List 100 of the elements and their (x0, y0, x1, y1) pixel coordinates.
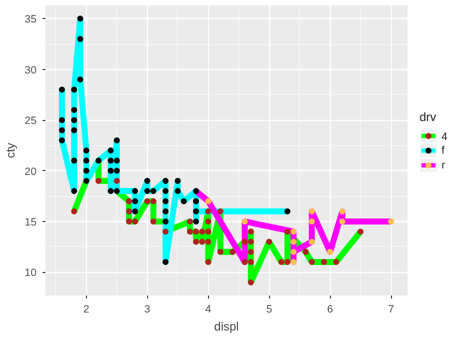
y-tick-label: 15 (24, 216, 37, 228)
point (230, 248, 236, 255)
y-tick-label: 30 (24, 64, 37, 76)
point (162, 178, 169, 184)
point (217, 208, 224, 214)
point (71, 208, 78, 214)
point (248, 238, 254, 245)
point (199, 238, 206, 245)
legend-title: drv (420, 110, 436, 124)
point (302, 248, 309, 255)
point (162, 228, 169, 235)
point (174, 178, 181, 184)
point (150, 198, 156, 204)
x-tick-label: 4 (205, 304, 212, 316)
x-tick-label: 7 (388, 304, 394, 316)
point (150, 188, 156, 194)
point (186, 228, 193, 235)
point (150, 218, 156, 224)
point (114, 188, 120, 194)
point (248, 248, 254, 255)
point (248, 228, 254, 235)
point (266, 238, 272, 245)
point (71, 188, 78, 194)
point (71, 158, 78, 164)
point (308, 208, 315, 214)
point (71, 127, 78, 134)
point (180, 198, 187, 204)
x-tick-label: 2 (83, 304, 90, 316)
point (83, 178, 90, 184)
point (174, 188, 181, 194)
point (96, 158, 102, 164)
point (248, 279, 254, 286)
y-tick-label: 25 (24, 115, 37, 128)
point (71, 117, 78, 124)
point (162, 259, 169, 266)
point (83, 158, 90, 164)
point (108, 148, 114, 154)
point (290, 238, 297, 245)
point (144, 188, 150, 194)
point (205, 259, 212, 266)
point (58, 86, 65, 93)
y-tick-label: 10 (24, 267, 37, 280)
point (83, 148, 90, 154)
point (77, 76, 84, 83)
y-axis-title: cty (4, 142, 18, 158)
point (186, 218, 193, 224)
point (308, 238, 315, 245)
point (132, 218, 138, 224)
point (290, 248, 297, 255)
point (114, 178, 120, 184)
point (308, 259, 315, 266)
point (71, 86, 78, 93)
point (58, 117, 65, 124)
point (126, 198, 132, 204)
point (193, 228, 200, 235)
point (126, 218, 132, 224)
y-tick-label: 20 (24, 166, 37, 178)
point (333, 259, 340, 266)
point (193, 198, 200, 204)
point (278, 259, 284, 266)
point (199, 228, 206, 235)
legend-label: 4 (442, 130, 448, 143)
point (114, 168, 120, 174)
point (132, 188, 138, 194)
point (242, 259, 248, 266)
point (205, 198, 212, 204)
point (284, 259, 290, 266)
point (114, 137, 120, 144)
point (217, 248, 224, 255)
point (108, 188, 114, 194)
point (108, 168, 114, 174)
point (205, 218, 212, 224)
point (193, 238, 200, 245)
point (108, 158, 114, 164)
point (205, 208, 212, 214)
y-tick-label: 35 (24, 14, 37, 26)
point (205, 228, 212, 235)
legend-label: f (442, 144, 444, 157)
point (83, 168, 90, 174)
point (339, 218, 346, 224)
point (162, 198, 169, 204)
point (96, 178, 102, 184)
point (162, 188, 169, 194)
point (132, 208, 138, 214)
point (388, 218, 394, 224)
point (193, 188, 200, 194)
point (358, 228, 364, 235)
point (339, 208, 346, 214)
point (77, 36, 84, 42)
x-tick-label: 3 (144, 304, 150, 316)
point (290, 259, 297, 266)
point (71, 106, 78, 113)
point (58, 127, 65, 134)
point (77, 16, 84, 22)
point (58, 137, 65, 144)
point (327, 248, 334, 255)
legend-label: r (442, 159, 446, 172)
point (284, 228, 290, 235)
point (205, 238, 212, 245)
point (126, 208, 132, 214)
